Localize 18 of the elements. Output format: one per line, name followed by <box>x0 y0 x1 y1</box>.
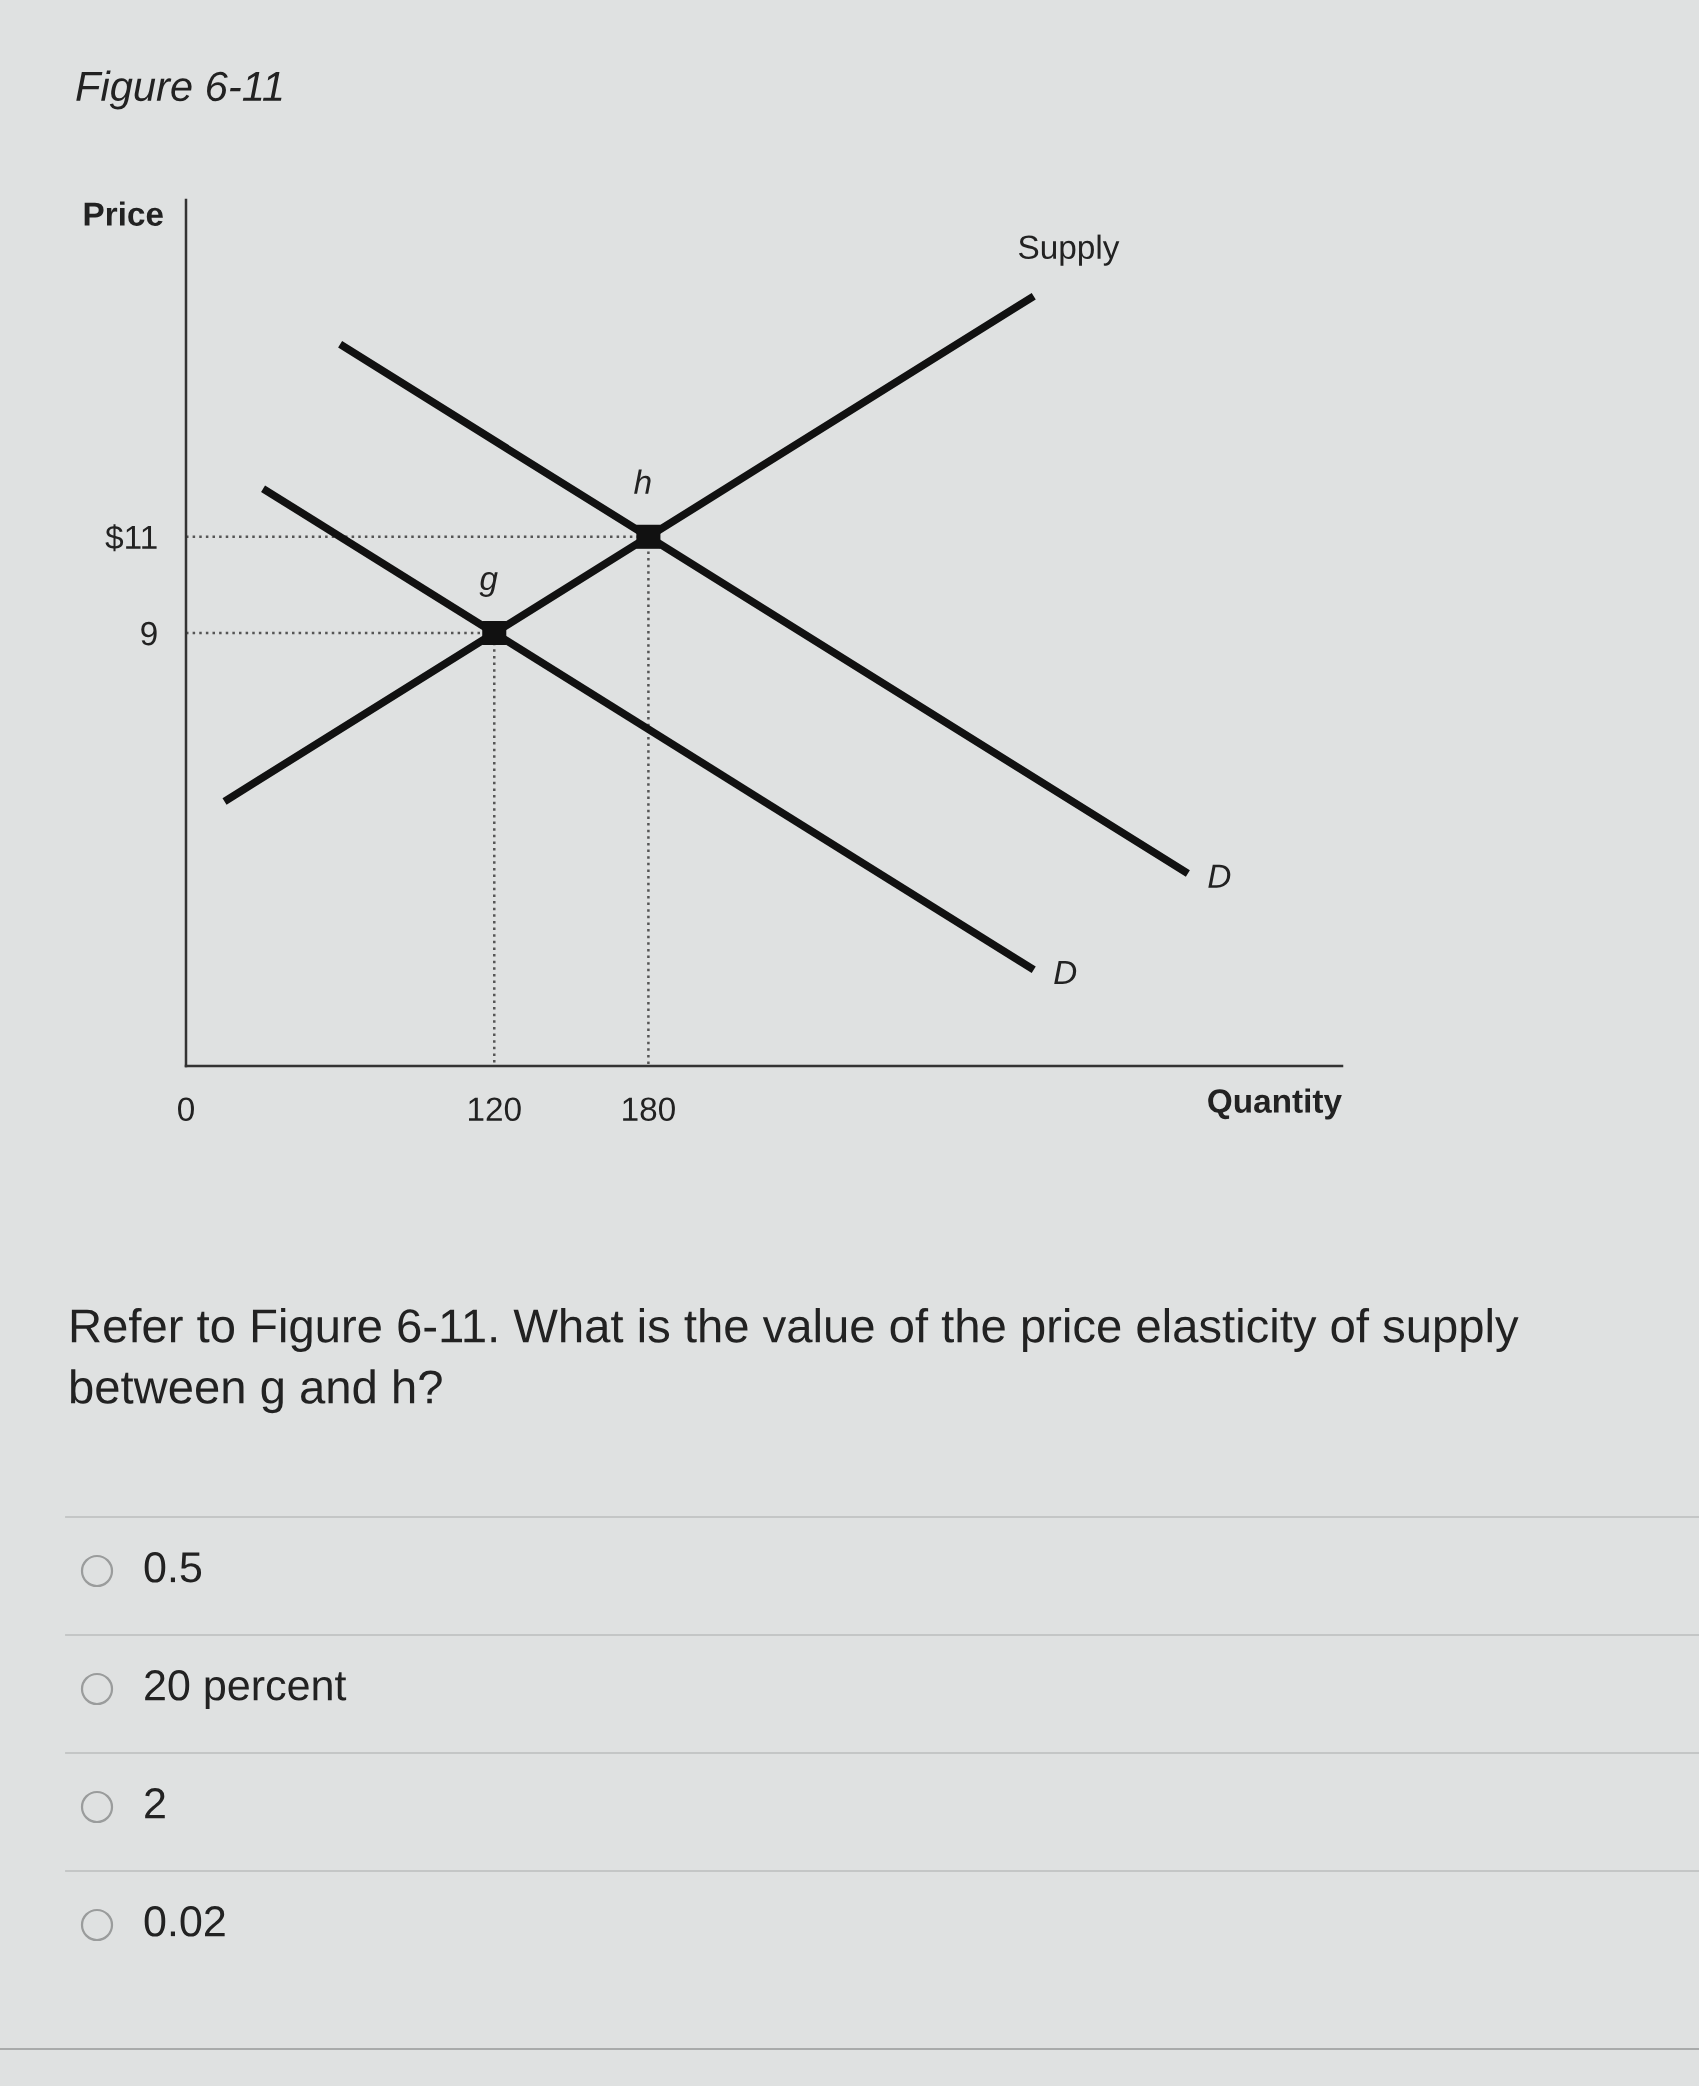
annotation: g <box>479 572 498 597</box>
text: 0.5 <box>144 1552 202 1583</box>
y-tick-label: 9 <box>141 621 157 646</box>
x-tick-label: 120 <box>469 1097 521 1122</box>
text: 2 <box>145 1788 165 1819</box>
series-label: D <box>1054 961 1077 984</box>
series-label: Supply <box>1019 234 1120 266</box>
y-tick-label: $11 <box>105 524 157 552</box>
x-tick-label: 180 <box>623 1097 675 1122</box>
chart-title: Figure 6-11 <box>76 70 282 110</box>
text: Refer to Figure 6-11. What is the value of the price elasticity of supply between g and h? <box>71 1308 1519 1414</box>
x-tick-label: 0 <box>178 1097 194 1122</box>
y-axis-title: Price <box>84 201 163 226</box>
text: 0.02 <box>144 1906 225 1937</box>
annotation: h <box>634 469 651 494</box>
x-axis-title: Quantity <box>1208 1088 1342 1120</box>
series-label: D <box>1208 864 1231 888</box>
text: 20 percent <box>145 1670 347 1710</box>
